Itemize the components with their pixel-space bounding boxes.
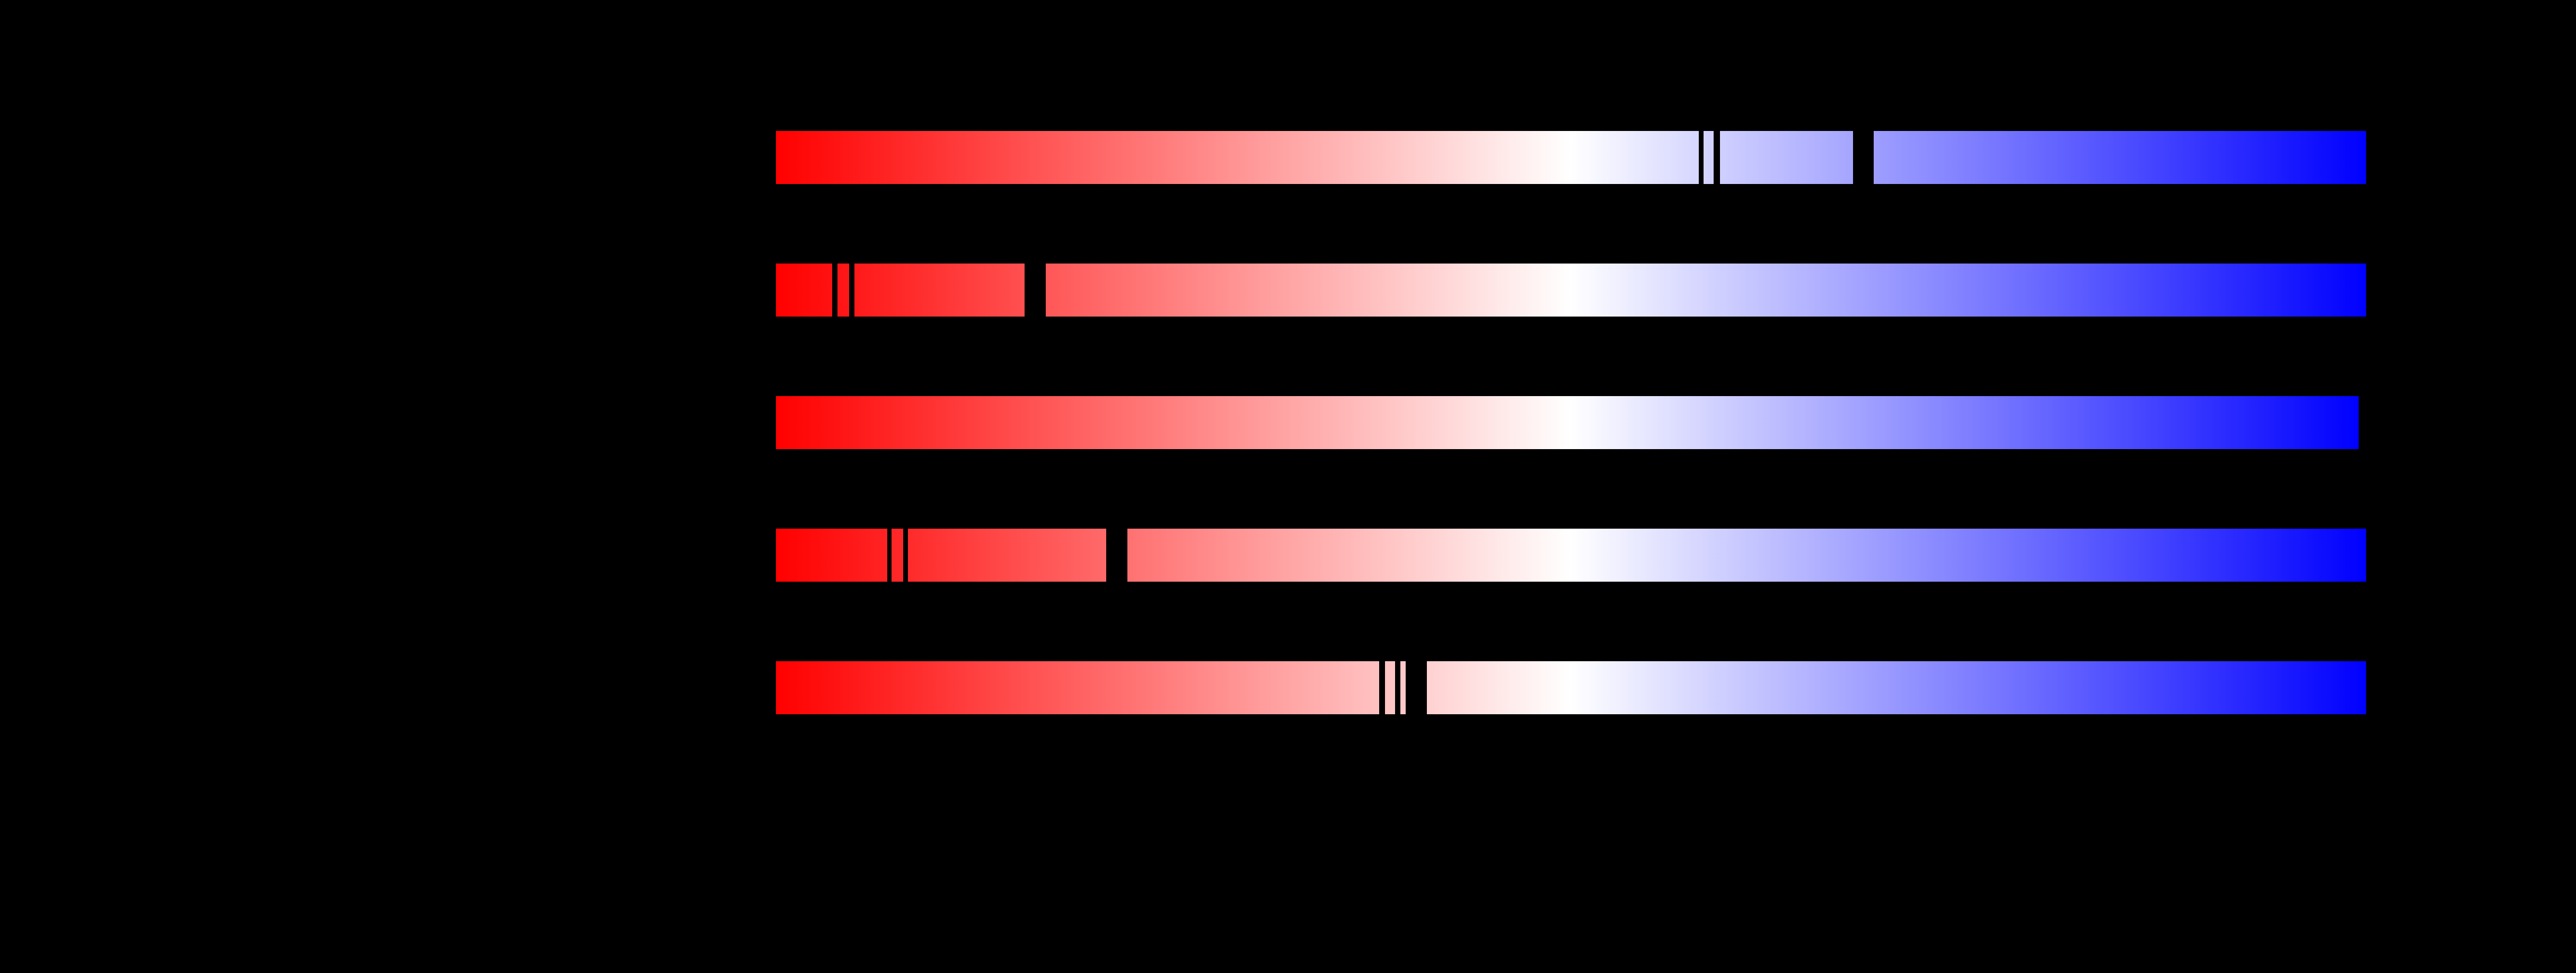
tick-marker: [1395, 661, 1400, 715]
tick-marker: [832, 263, 837, 317]
gap-marker: [1106, 528, 1127, 582]
tick-marker: [903, 528, 908, 582]
gradient-bar-row-3: [776, 396, 2359, 449]
tick-marker: [849, 263, 854, 317]
tick-marker: [1379, 661, 1385, 715]
gradient-bar-row-4: [776, 528, 2366, 582]
tick-marker: [887, 528, 892, 582]
gap-marker: [1025, 263, 1046, 317]
gradient-bar-row-5: [776, 661, 2366, 715]
gradient-bar-row-1: [776, 130, 2366, 185]
gap-marker: [1406, 661, 1427, 715]
tick-marker: [1699, 130, 1704, 185]
gap-marker: [1853, 130, 1874, 185]
gradient-bar-row-2: [776, 263, 2366, 317]
tick-marker: [1714, 130, 1720, 185]
